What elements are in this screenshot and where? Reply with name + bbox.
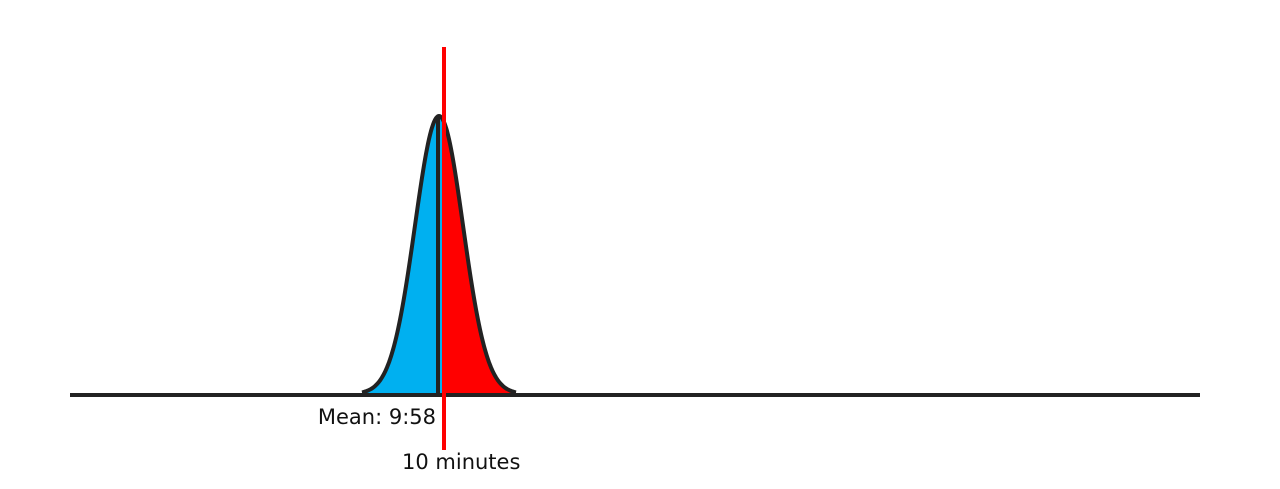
below-target-area <box>362 116 444 394</box>
above-target-area <box>444 122 516 394</box>
bell-curve-outline <box>361 114 517 395</box>
target-label: 10 minutes <box>402 450 520 474</box>
mean-label: Mean: 9:58 <box>318 405 436 429</box>
